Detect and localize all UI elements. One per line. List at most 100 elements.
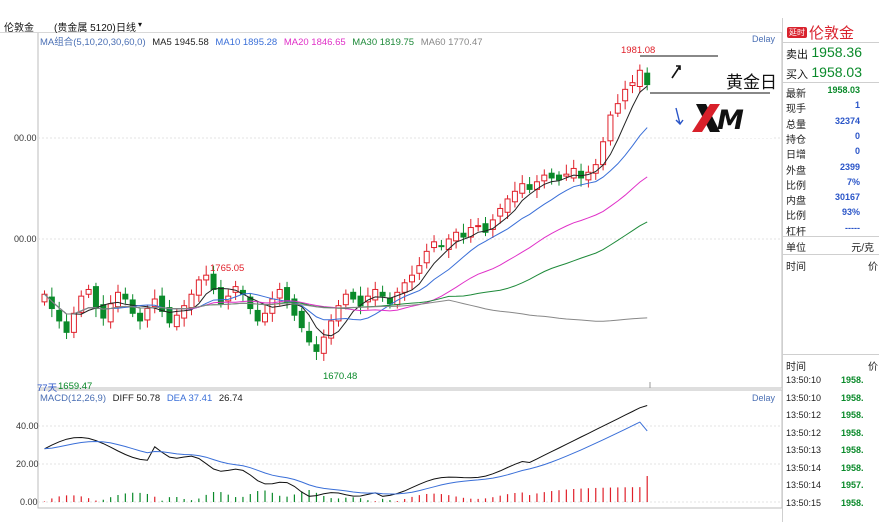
candle-body xyxy=(151,298,158,308)
macd-value-label: 26.74 xyxy=(218,393,243,404)
sell-price: 1958.36 xyxy=(811,44,862,60)
chart-toolbar: 伦敦金 (贵金属 5120) 日线 ▾ xyxy=(0,18,782,34)
macd-delay-label: Delay xyxy=(752,393,776,403)
candle-body xyxy=(600,141,607,166)
stat-row: 杠杆 ----- xyxy=(783,222,879,238)
candle-body xyxy=(548,172,555,179)
stat-row: 日增 0 xyxy=(783,145,879,161)
tick-price: 1958. xyxy=(841,392,864,403)
ma30-label: MA30 1819.75 xyxy=(352,37,415,48)
unit-value: 元/克 xyxy=(851,243,874,254)
instrument-name[interactable]: 伦敦金 xyxy=(4,23,34,34)
macd-frame xyxy=(37,389,782,509)
macd-legend: MACD(12,26,9) DIFF 50.78 DEA 37.41 26.74 xyxy=(40,393,247,404)
candle-body xyxy=(173,314,180,328)
stat-label: 比例 xyxy=(786,180,806,192)
tick-row: 13:50:12 1958. xyxy=(783,426,879,443)
high-annotation: 1765.05 xyxy=(210,263,245,274)
ma20-label: MA20 1846.65 xyxy=(283,37,346,48)
candle-body xyxy=(210,273,217,290)
stat-label: 外盘 xyxy=(786,165,806,177)
candle-body xyxy=(276,288,283,299)
candle-body xyxy=(467,227,474,238)
buy-price-row[interactable]: 买入 1958.03 xyxy=(783,63,879,82)
candle-body xyxy=(386,297,393,305)
down-arrow-icon xyxy=(675,107,684,126)
ma60-line xyxy=(44,293,648,322)
candle-body xyxy=(107,303,114,323)
candle-body xyxy=(475,225,482,228)
stat-value: 0 xyxy=(854,146,860,157)
up-arrow-icon xyxy=(671,65,681,79)
delay-label: Delay xyxy=(752,34,776,44)
tick-price: 1958. xyxy=(841,462,864,473)
candle-body xyxy=(254,309,261,322)
market-code: (贵金属 5120) xyxy=(54,23,116,34)
ma60-label: MA60 1770.47 xyxy=(420,37,483,48)
macd-axis-label: 0.00 xyxy=(20,497,38,507)
candle-body xyxy=(56,309,63,322)
chart-canvas[interactable] xyxy=(0,0,782,522)
candle-body xyxy=(578,170,585,179)
xm-logo: M xyxy=(690,96,772,138)
stat-value: 1958.03 xyxy=(827,85,860,95)
kline-chart[interactable]: 伦敦金 (贵金属 5120) 日线 ▾ MA组合(5,10,20,30,60,0… xyxy=(0,0,782,522)
time-header-row: 时间 价 xyxy=(783,257,879,273)
chevron-down-icon[interactable]: ▾ xyxy=(138,20,143,29)
quote-panel: 延时 伦敦金 卖出 1958.36 买入 1958.03 最新 1958.03 现手 1… xyxy=(782,18,879,522)
sell-price-row[interactable]: 卖出 1958.36 xyxy=(783,43,879,62)
period-selector[interactable]: 日线 xyxy=(116,23,136,34)
ma10-line xyxy=(44,127,648,321)
candle-body xyxy=(570,167,577,179)
tick-row: 13:50:15 1958. xyxy=(783,496,879,513)
tick-header-row: 时间 价 xyxy=(783,357,879,373)
price-axis-label: 00.00 xyxy=(14,234,37,244)
tick-time: 13:50:12 xyxy=(786,427,822,438)
candle-body xyxy=(519,183,526,194)
candle-body xyxy=(372,288,379,301)
candle-body xyxy=(195,279,202,296)
tick-price: 1958. xyxy=(841,375,864,385)
price-axis-label: 00.00 xyxy=(14,133,37,143)
candle-body xyxy=(328,320,335,339)
stat-row: 比例 93% xyxy=(783,206,879,222)
candle-body xyxy=(306,330,313,343)
candle-body xyxy=(511,190,518,203)
ma5-line xyxy=(44,85,648,337)
panel-instrument-name: 伦敦金 xyxy=(809,25,855,42)
candle-body xyxy=(122,293,129,300)
stat-label: 持仓 xyxy=(786,134,806,146)
diff-label: DIFF 50.78 xyxy=(112,393,161,404)
high-annotation: 1981.08 xyxy=(621,45,656,56)
candle-body xyxy=(607,114,614,142)
stat-row: 现手 1 xyxy=(783,99,879,116)
diff-line xyxy=(44,405,648,497)
candle-body xyxy=(217,287,224,305)
candle-body xyxy=(85,288,92,295)
candle-body xyxy=(431,241,438,249)
tick-price-header: 价 xyxy=(868,362,878,373)
macd-name-label[interactable]: MACD(12,26,9) xyxy=(40,393,106,404)
macd-axis-label: 40.00 xyxy=(16,421,39,431)
candle-body xyxy=(100,304,107,319)
candle-body xyxy=(379,291,386,297)
candle-body xyxy=(78,295,85,313)
candle-body xyxy=(460,232,467,238)
candle-body xyxy=(497,207,504,217)
low-annotation: 1659.47 xyxy=(58,381,93,392)
dea-line xyxy=(44,421,648,495)
stat-row: 内盘 30167 xyxy=(783,191,879,208)
stat-row: 外盘 2399 xyxy=(783,161,879,177)
candle-body xyxy=(188,293,195,309)
ma-group-label[interactable]: MA组合(5,10,20,30,60,0) xyxy=(40,37,146,48)
candle-body xyxy=(313,344,320,352)
tick-time: 13:50:12 xyxy=(786,410,822,420)
tick-time: 13:50:15 xyxy=(786,497,822,508)
stat-label: 现手 xyxy=(786,104,806,116)
candle-body xyxy=(541,174,548,182)
candle-body xyxy=(416,265,423,274)
stat-row: 最新 1958.03 xyxy=(783,84,879,100)
stat-label: 内盘 xyxy=(786,196,806,208)
unit-row: 单位 元/克 xyxy=(783,238,879,254)
candle-body xyxy=(320,336,327,354)
